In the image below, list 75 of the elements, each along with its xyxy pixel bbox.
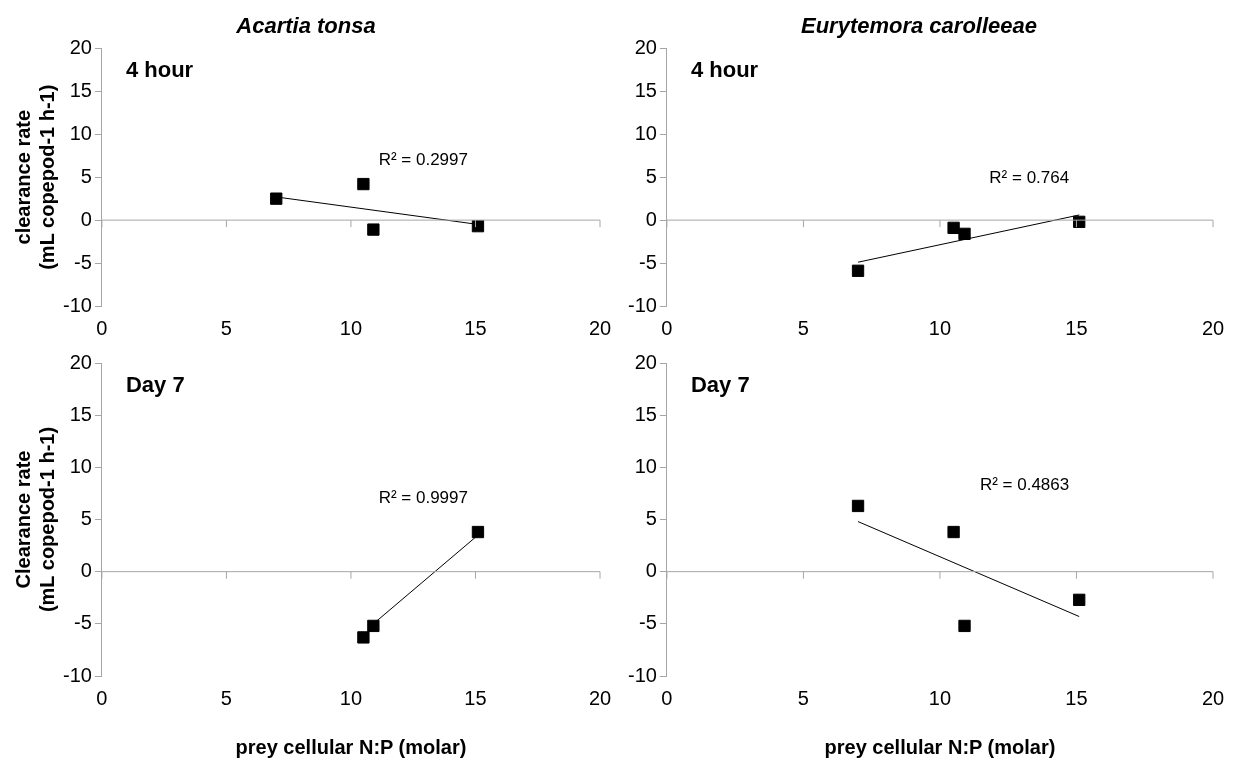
x-tick-label: 10 <box>339 686 363 709</box>
y-axis-title: Clearance rate (mL copepod-1 h-1) <box>11 426 58 613</box>
point <box>367 223 380 236</box>
y-tick-label: 10 <box>634 121 657 144</box>
y-tick-label: 10 <box>69 454 92 477</box>
x-tick-label: 5 <box>220 316 232 339</box>
x-tick-label: 15 <box>464 686 487 709</box>
x-tick-label: 0 <box>96 316 108 339</box>
chart-title: Acartia tonsa <box>235 13 376 39</box>
chart-title: Eurytemora carolleeae <box>800 13 1038 39</box>
point <box>270 192 283 205</box>
annotation: 4 hour <box>125 57 194 83</box>
point <box>471 525 485 539</box>
x-tick-label: 20 <box>588 316 612 339</box>
point <box>851 499 865 513</box>
x-axis-title: prey cellular N:P (molar) <box>824 735 1056 758</box>
x-tick-label: 5 <box>797 316 809 339</box>
annotation: R² = 0.764 <box>989 168 1070 188</box>
point <box>357 177 370 191</box>
y-tick-label: -5 <box>639 611 657 634</box>
point <box>1073 593 1086 606</box>
point <box>958 227 971 241</box>
point <box>357 631 370 644</box>
y-tick-label: 20 <box>634 35 657 58</box>
y-tick-label: 20 <box>69 35 92 58</box>
annotation: R² = 0.2997 <box>378 150 468 170</box>
x-tick-label: 15 <box>1065 686 1088 709</box>
x-tick-label: 5 <box>220 686 232 709</box>
annotation: R² = 0.9997 <box>378 488 468 508</box>
point <box>947 525 960 539</box>
y-tick-label: 10 <box>634 454 657 477</box>
y-tick-label: 5 <box>80 164 92 187</box>
y-tick-label: 0 <box>80 207 92 230</box>
y-tick-label: 5 <box>645 507 657 530</box>
y-tick-label: -10 <box>628 293 657 316</box>
x-tick-label: 20 <box>1201 316 1225 339</box>
y-tick-label: 0 <box>645 207 657 230</box>
y-tick-label: -10 <box>63 293 92 316</box>
x-tick-label: 15 <box>1065 316 1088 339</box>
y-tick-label: 20 <box>69 350 92 373</box>
x-tick-label: 0 <box>661 686 673 709</box>
annotation: Day 7 <box>125 372 185 398</box>
point <box>851 264 865 277</box>
x-tick-label: 0 <box>96 686 108 709</box>
annotation: Day 7 <box>690 372 750 398</box>
y-tick-label: 10 <box>69 121 92 144</box>
x-tick-label: 20 <box>588 686 612 709</box>
point <box>958 619 971 633</box>
y-tick-label: 15 <box>69 78 92 101</box>
x-tick-label: 10 <box>339 316 363 339</box>
y-tick-label: 5 <box>80 507 92 530</box>
point <box>367 619 380 633</box>
y-tick-label: -5 <box>639 250 657 273</box>
y-tick-label: -5 <box>74 611 92 634</box>
y-tick-label: 0 <box>80 559 92 582</box>
annotation: 4 hour <box>690 57 759 83</box>
x-tick-label: 10 <box>928 686 952 709</box>
y-axis-title: clearance rate (mL copepod-1 h-1) <box>11 84 58 270</box>
y-tick-label: 15 <box>634 78 657 101</box>
point <box>947 221 960 235</box>
x-tick-label: 15 <box>464 316 487 339</box>
y-tick-label: -10 <box>63 663 92 686</box>
x-axis-title: prey cellular N:P (molar) <box>235 735 467 758</box>
y-tick-label: 20 <box>634 350 657 373</box>
y-tick-label: 5 <box>645 164 657 187</box>
y-tick-label: 15 <box>634 402 657 425</box>
annotation: R² = 0.4863 <box>979 474 1070 494</box>
x-tick-label: 10 <box>928 316 952 339</box>
y-tick-label: 15 <box>69 402 92 425</box>
x-tick-label: 20 <box>1201 686 1225 709</box>
x-tick-label: 0 <box>661 316 673 339</box>
y-tick-label: -5 <box>74 250 92 273</box>
x-tick-label: 5 <box>797 686 809 709</box>
y-tick-label: 0 <box>645 559 657 582</box>
y-tick-label: -10 <box>628 663 657 686</box>
